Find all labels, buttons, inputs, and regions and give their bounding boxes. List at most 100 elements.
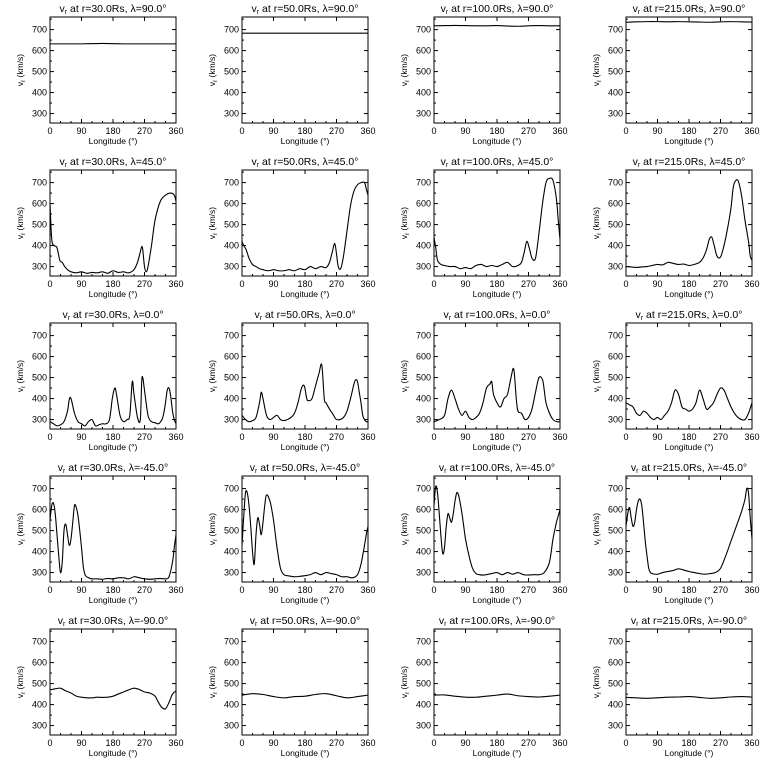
y-tick-label: 600 [416, 658, 431, 668]
y-tick-label: 700 [32, 331, 47, 341]
panel-1: vr at r=30.0Rs, λ=90.0°0 90 180 270 36030040… [15, 3, 184, 146]
y-tick-label: 500 [32, 679, 47, 689]
series-line [242, 693, 368, 699]
x-tick-label: 180 [297, 126, 312, 136]
panel-title-v: v [444, 309, 450, 321]
y-axis-label-sub: r [21, 80, 27, 82]
panel-title-sub: r [63, 621, 66, 628]
x-tick-label: 0 [47, 279, 52, 289]
x-tick-label: 0 [431, 126, 436, 136]
panel-title-v: v [252, 156, 258, 168]
panel-title-rest: at r=30.0Rs, λ=90.0° [67, 3, 166, 15]
x-tick-label: 0 [623, 279, 628, 289]
y-axis-label-sub: r [405, 233, 411, 235]
y-tick-label: 600 [224, 199, 239, 209]
x-tick-label: 0 [623, 126, 628, 136]
y-tick-label: 700 [224, 178, 239, 188]
y-tick-label: 400 [608, 547, 623, 557]
y-tick-label: 400 [416, 700, 431, 710]
x-axis-label: Longitude (°) [473, 136, 522, 146]
panel-14: vr at r=50.0Rs, λ=-45.0°0 90 180 270 3603004… [207, 462, 376, 605]
x-tick-label: 180 [297, 738, 312, 748]
y-tick-label: 500 [32, 373, 47, 383]
series-line [626, 21, 752, 23]
x-axis-label: Longitude (°) [473, 595, 522, 605]
y-axis-label-rest: (km/s) [15, 360, 25, 386]
plot-frame [241, 628, 369, 736]
y-axis-label: vr (km/s) [591, 207, 603, 239]
panel-title: vr at r=50.0Rs, λ=90.0° [252, 3, 359, 16]
panel-4: vr at r=215.0Rs, λ=90.0°0 90 180 270 3603004… [591, 3, 760, 146]
x-tick-label: 360 [552, 432, 567, 442]
panel-title-rest: at r=100.0Rs, λ=45.0° [448, 156, 553, 168]
y-tick-label: 300 [608, 415, 623, 425]
x-tick-label: 0 [47, 432, 52, 442]
x-tick-label: 270 [713, 738, 728, 748]
y-tick-label: 500 [224, 220, 239, 230]
panel-5: vr at r=30.0Rs, λ=45.0°0 90 180 270 36030040… [15, 156, 184, 299]
y-axis-label-v: v [399, 693, 409, 698]
y-axis-label: vr (km/s) [399, 54, 411, 86]
y-axis-label-sub: r [213, 80, 219, 82]
panel-title-rest: at r=30.0Rs, λ=0.0° [70, 309, 164, 321]
x-tick-label: 180 [681, 738, 696, 748]
y-axis-label-rest: (km/s) [399, 207, 409, 233]
y-tick-label: 300 [608, 109, 623, 119]
x-axis-label: Longitude (°) [281, 136, 330, 146]
series-line [626, 387, 752, 421]
series-line [434, 24, 560, 27]
series-line [626, 696, 752, 699]
x-tick-label: 0 [623, 585, 628, 595]
y-tick-label: 600 [608, 199, 623, 209]
y-axis-label-v: v [591, 387, 601, 392]
panel-title-v: v [636, 309, 642, 321]
x-tick-label: 360 [744, 432, 759, 442]
x-tick-label: 360 [744, 279, 759, 289]
series-line [626, 179, 752, 268]
x-tick-label: 270 [521, 585, 536, 595]
plot-frame [433, 322, 561, 430]
y-tick-label: 400 [224, 547, 239, 557]
y-axis-label-rest: (km/s) [207, 666, 217, 692]
y-tick-label: 700 [608, 25, 623, 35]
panel-title-rest: at r=50.0Rs, λ=-45.0° [257, 462, 360, 474]
y-tick-label: 300 [224, 568, 239, 578]
x-tick-label: 90 [76, 738, 86, 748]
y-tick-label: 300 [608, 568, 623, 578]
panel-13: vr at r=30.0Rs, λ=-45.0°0 90 180 270 3603004… [15, 462, 184, 605]
panel-title-v: v [252, 3, 258, 15]
x-tick-label: 360 [744, 738, 759, 748]
panel-title-sub: r [449, 315, 452, 322]
panel-title-sub: r [638, 9, 641, 16]
y-axis-label-v: v [207, 693, 217, 698]
x-tick-label: 270 [521, 126, 536, 136]
y-tick-label: 600 [608, 46, 623, 56]
y-tick-label: 700 [224, 331, 239, 341]
y-axis-label-sub: r [405, 80, 411, 82]
x-tick-label: 360 [744, 585, 759, 595]
x-tick-label: 180 [105, 126, 120, 136]
x-tick-label: 0 [239, 432, 244, 442]
x-tick-label: 360 [744, 126, 759, 136]
panel-title-v: v [631, 462, 637, 474]
y-axis-label-sub: r [405, 386, 411, 388]
y-tick-label: 600 [32, 46, 47, 56]
plot-frame [49, 16, 177, 124]
x-tick-label: 270 [137, 126, 152, 136]
series-line [434, 367, 560, 423]
x-tick-label: 90 [76, 432, 86, 442]
y-axis-label: vr (km/s) [15, 54, 27, 86]
y-axis-label-sub: r [597, 80, 603, 82]
panel-title-sub: r [257, 9, 260, 16]
y-tick-label: 700 [32, 25, 47, 35]
x-axis-label: Longitude (°) [281, 442, 330, 452]
y-tick-label: 500 [608, 67, 623, 77]
y-tick-label: 300 [416, 415, 431, 425]
y-tick-label: 300 [32, 721, 47, 731]
x-tick-label: 90 [268, 126, 278, 136]
y-tick-label: 600 [416, 352, 431, 362]
panel-16: vr at r=215.0Rs, λ=-45.0°0 90 180 270 360300… [591, 462, 760, 605]
y-tick-label: 500 [224, 526, 239, 536]
y-tick-label: 400 [224, 241, 239, 251]
y-tick-label: 700 [416, 178, 431, 188]
